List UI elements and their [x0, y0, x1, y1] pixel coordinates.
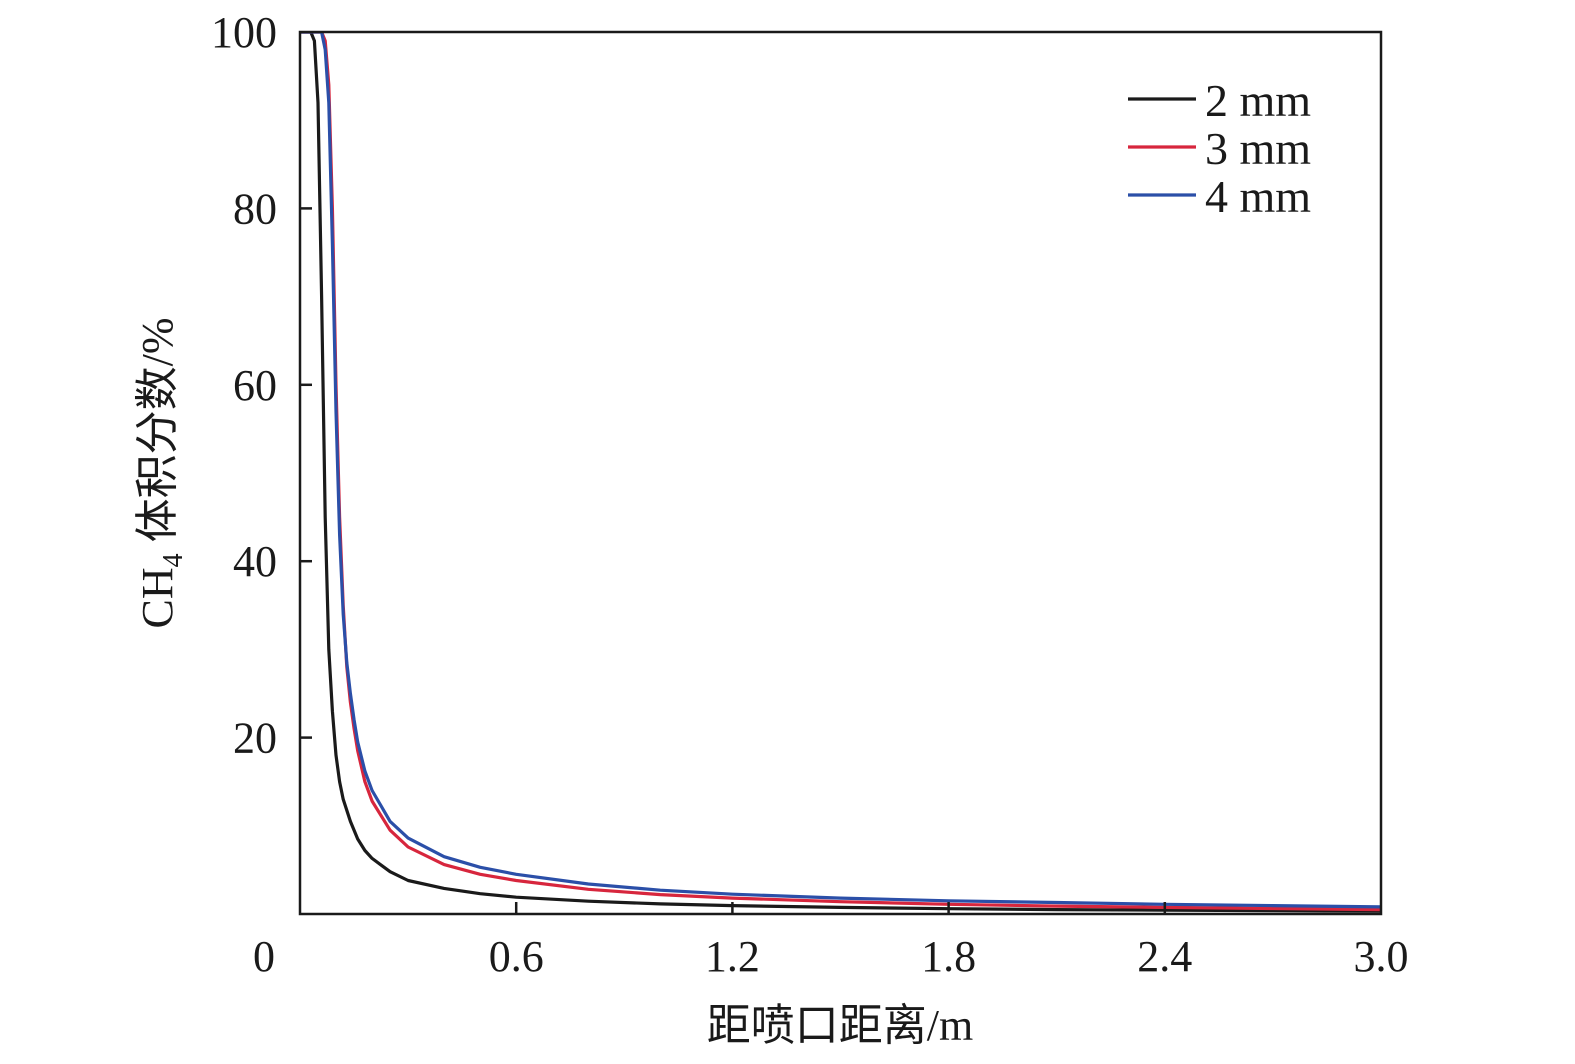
legend: 2 mm3 mm4 mm — [1128, 75, 1311, 222]
y-axis-title: CH4 体积分数/% — [133, 317, 189, 628]
y-tick-label: 80 — [233, 184, 277, 233]
legend-label-2: 3 mm — [1205, 123, 1311, 174]
series-line-3 — [300, 32, 1381, 909]
x-tick-label: 0.6 — [489, 932, 544, 981]
y-tick-label: 60 — [233, 361, 277, 410]
legend-label-1: 2 mm — [1205, 75, 1311, 126]
y-axis: 20 40 60 80 100 — [211, 8, 312, 763]
y-tick-label: 100 — [211, 8, 277, 57]
legend-label-3: 4 mm — [1205, 171, 1311, 222]
series-layer — [300, 32, 1381, 913]
plot-frame — [298, 30, 1383, 916]
y-axis-title-main: CH — [133, 567, 182, 628]
x-tick-label: 1.2 — [705, 932, 760, 981]
x-tick-label: 2.4 — [1137, 932, 1192, 981]
series-line-1 — [300, 32, 1381, 913]
x-tick-label: 0 — [253, 932, 275, 981]
x-tick-label: 3.0 — [1354, 932, 1409, 981]
y-axis-title-sub: 4 — [158, 553, 189, 567]
y-tick-label: 40 — [233, 537, 277, 586]
y-axis-title-rest: 体积分数/% — [133, 317, 182, 553]
x-axis-title: 距喷口距离/m — [707, 1001, 973, 1050]
x-tick-label: 1.8 — [921, 932, 976, 981]
y-tick-label: 20 — [233, 714, 277, 763]
x-axis: 0 0.6 1.2 1.8 2.4 3.0 — [253, 902, 1409, 981]
